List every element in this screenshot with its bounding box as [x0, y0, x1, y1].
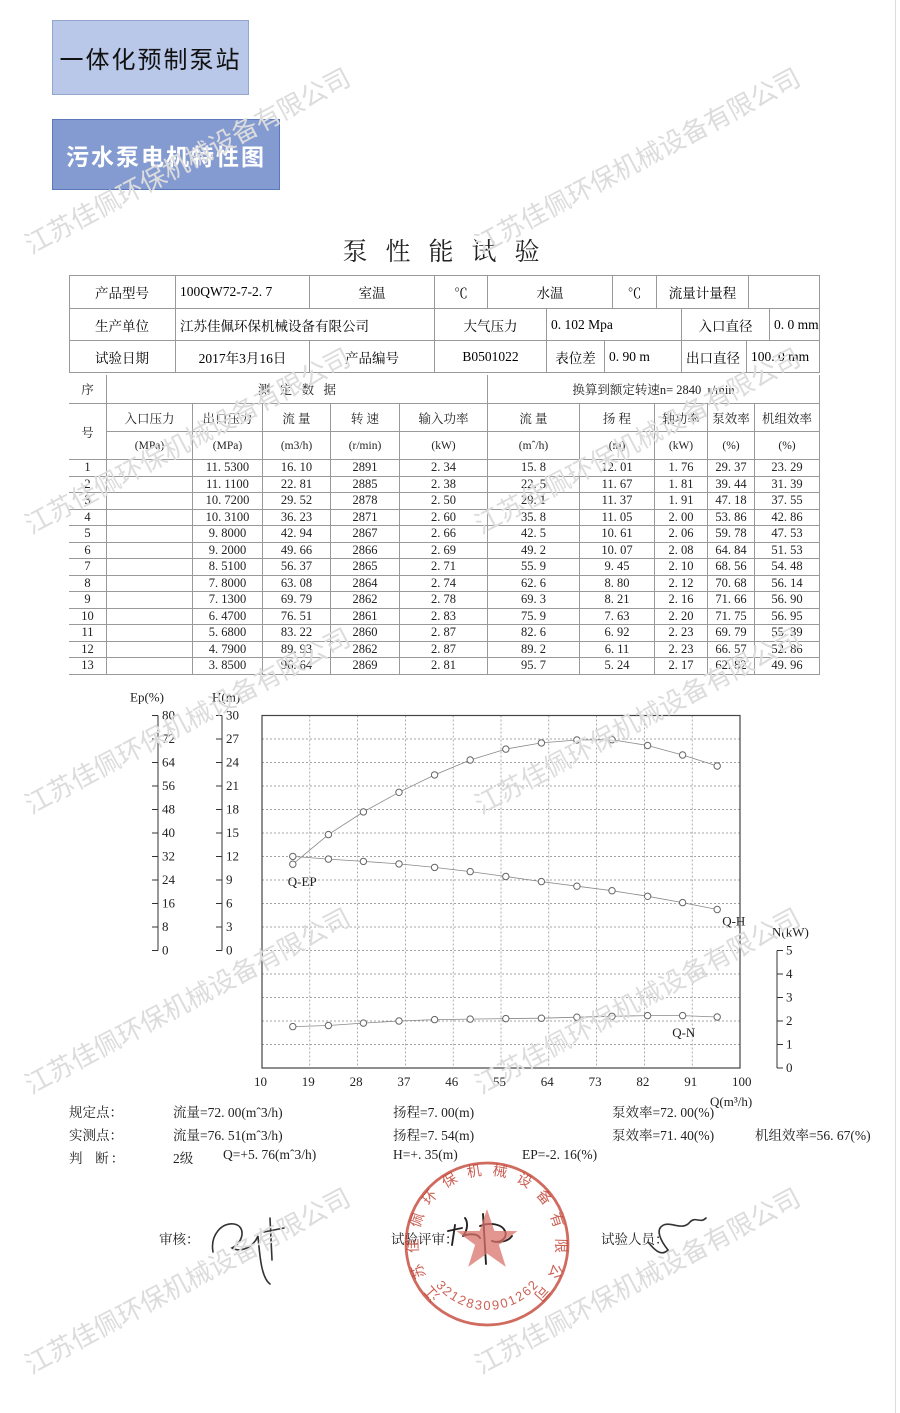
svg-text:64: 64 — [541, 1074, 555, 1089]
svg-text:10: 10 — [254, 1074, 267, 1089]
svg-text:37: 37 — [397, 1074, 411, 1089]
svg-text:30: 30 — [226, 708, 239, 723]
svg-text:82: 82 — [636, 1074, 649, 1089]
svg-text:19: 19 — [302, 1074, 315, 1089]
svg-text:Q-EP: Q-EP — [288, 874, 317, 889]
svg-text:24: 24 — [226, 755, 240, 770]
svg-text:80: 80 — [162, 708, 175, 723]
svg-text:3: 3 — [786, 990, 793, 1005]
svg-text:1: 1 — [786, 1037, 793, 1052]
svg-text:Q-N: Q-N — [672, 1025, 696, 1040]
svg-text:12: 12 — [226, 849, 239, 864]
svg-text:18: 18 — [226, 802, 239, 817]
svg-text:6: 6 — [226, 896, 233, 911]
svg-text:Q-H: Q-H — [722, 914, 745, 929]
svg-text:4: 4 — [786, 966, 793, 981]
svg-text:27: 27 — [226, 731, 240, 746]
svg-text:3: 3 — [226, 919, 233, 934]
svg-text:H(m): H(m) — [212, 690, 240, 705]
svg-text:15: 15 — [226, 825, 239, 840]
svg-text:72: 72 — [162, 731, 175, 746]
svg-text:24: 24 — [162, 872, 176, 887]
svg-text:56: 56 — [162, 778, 176, 793]
svg-text:16: 16 — [162, 896, 176, 911]
svg-text:0: 0 — [226, 943, 233, 958]
svg-text:46: 46 — [445, 1074, 459, 1089]
svg-text:32: 32 — [162, 849, 175, 864]
svg-text:5: 5 — [786, 943, 793, 958]
svg-text:9: 9 — [226, 872, 233, 887]
svg-text:N(kW): N(kW) — [772, 925, 809, 940]
svg-text:28: 28 — [350, 1074, 363, 1089]
svg-text:21: 21 — [226, 778, 239, 793]
svg-text:91: 91 — [684, 1074, 697, 1089]
svg-text:73: 73 — [589, 1074, 602, 1089]
svg-text:2: 2 — [786, 1013, 793, 1028]
svg-text:Q(m³/h): Q(m³/h) — [710, 1094, 752, 1109]
svg-text:0: 0 — [162, 943, 169, 958]
svg-text:100: 100 — [732, 1074, 752, 1089]
svg-text:55: 55 — [493, 1074, 506, 1089]
svg-text:8: 8 — [162, 919, 169, 934]
svg-text:Ep(%): Ep(%) — [130, 690, 164, 705]
svg-text:64: 64 — [162, 755, 176, 770]
svg-text:48: 48 — [162, 802, 175, 817]
svg-text:0: 0 — [786, 1060, 793, 1075]
svg-text:40: 40 — [162, 825, 175, 840]
